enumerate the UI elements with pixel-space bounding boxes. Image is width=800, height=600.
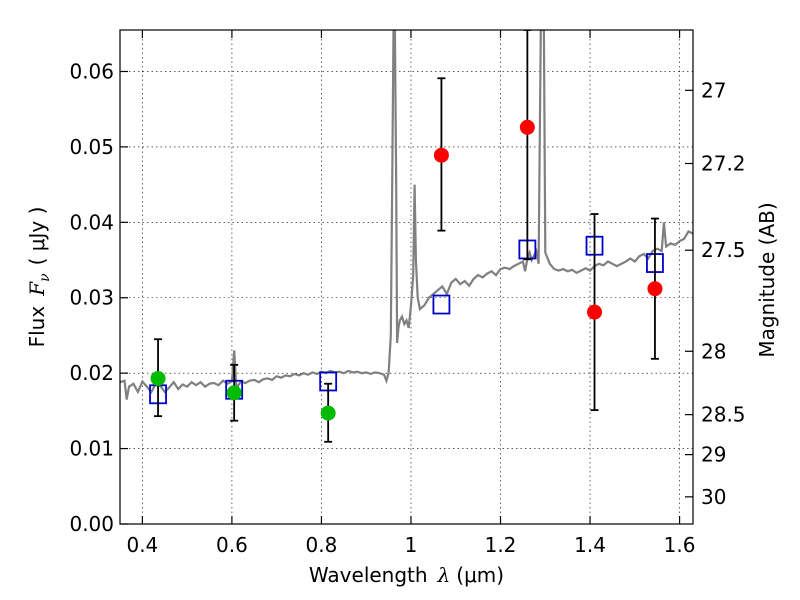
spectrum-line (120, 30, 693, 400)
y-tick-label: 0.00 (69, 512, 114, 536)
x-tick-label: 0.4 (126, 533, 158, 557)
y-tick-label: 0.03 (69, 286, 114, 310)
y2-tick-label: 27.2 (701, 151, 746, 175)
x-tick-label: 1 (405, 533, 418, 557)
plot-area (120, 30, 693, 443)
y2-tick-label: 27.5 (701, 238, 746, 262)
y2-tick-label: 29 (701, 443, 726, 467)
plot-frame (119, 29, 694, 525)
y-tick-label: 0.06 (69, 59, 114, 83)
y2-tick-label: 30 (701, 485, 726, 509)
x-tick-label: 0.6 (216, 533, 248, 557)
x-tick-label: 0.8 (306, 533, 338, 557)
y-axis-label: FluxFν( μJy ) (25, 207, 53, 348)
axis-ticks: 0.4 0.6 0.8 1 1.2 1.4 1.6 0.00 0.01 0.02 0.03 0.04 0… (69, 30, 746, 557)
y-tick-label: 0.04 (69, 210, 114, 234)
observed-flux-point (519, 119, 535, 135)
model-photometry-square (432, 294, 451, 315)
observed-flux-point (433, 147, 449, 163)
grid-lines (120, 30, 693, 525)
y-tick-label: 0.02 (69, 361, 114, 385)
y2-tick-label: 28.5 (701, 403, 746, 427)
observed-flux-point (226, 385, 242, 401)
observed-flux-point (150, 370, 166, 386)
x-axis-label: Wavelength λ (μm) (309, 563, 504, 587)
observed-flux-point (320, 405, 336, 421)
y2-tick-label: 28 (701, 339, 726, 363)
x-tick-label: 1.4 (574, 533, 606, 557)
data-markers (149, 30, 664, 443)
y-tick-label: 0.05 (69, 135, 114, 159)
y2-axis-label: Magnitude (AB) (755, 202, 779, 357)
observed-flux-point (587, 304, 603, 320)
observed-flux-point (647, 281, 663, 297)
y-tick-label: 0.01 (69, 437, 114, 461)
y2-tick-label: 27 (701, 78, 726, 102)
x-tick-label: 1.6 (664, 533, 696, 557)
x-tick-label: 1.2 (485, 533, 517, 557)
